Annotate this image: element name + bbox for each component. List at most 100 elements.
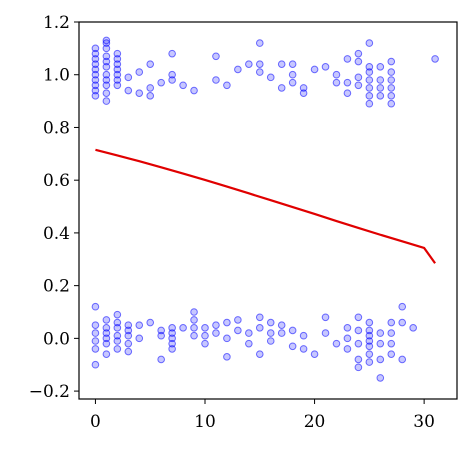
scatter-point bbox=[157, 355, 165, 364]
scatter-point bbox=[277, 321, 286, 329]
axes-frame bbox=[78, 21, 458, 400]
scatter-point bbox=[113, 324, 122, 332]
scatter-point bbox=[277, 329, 286, 337]
scatter-point bbox=[255, 39, 264, 47]
scatter-point bbox=[266, 73, 275, 82]
scatter-point bbox=[91, 76, 100, 84]
scatter-point bbox=[299, 84, 308, 92]
scatter-point bbox=[288, 326, 297, 335]
scatter-point bbox=[354, 73, 363, 82]
scatter-point bbox=[354, 339, 363, 348]
scatter-point bbox=[135, 89, 144, 97]
scatter-point bbox=[234, 65, 242, 74]
scatter-point bbox=[365, 337, 374, 345]
scatter-point bbox=[387, 350, 396, 358]
scatter-point bbox=[102, 36, 111, 45]
scatter-point bbox=[113, 55, 122, 63]
scatter-point bbox=[146, 60, 155, 68]
scatter-point bbox=[288, 342, 297, 351]
scatter-point bbox=[212, 329, 220, 337]
scatter-point bbox=[102, 39, 111, 47]
scatter-point bbox=[354, 326, 363, 335]
scatter-point bbox=[113, 70, 122, 79]
scatter-point bbox=[365, 326, 374, 335]
scatter-point bbox=[387, 57, 396, 66]
scatter-point bbox=[146, 92, 155, 100]
scatter-point bbox=[113, 65, 122, 74]
scatter-point bbox=[102, 76, 111, 84]
scatter-point bbox=[288, 70, 297, 79]
scatter-point bbox=[190, 86, 198, 95]
scatter-point bbox=[91, 70, 100, 79]
scatter-point bbox=[124, 326, 133, 335]
scatter-point bbox=[146, 318, 155, 327]
scatter-point bbox=[365, 331, 374, 340]
scatter-point bbox=[124, 339, 133, 348]
y-tick-label: 0.0 bbox=[43, 329, 70, 349]
y-tick-label: 0.4 bbox=[43, 224, 70, 244]
scatter-point bbox=[245, 339, 253, 348]
scatter-point bbox=[332, 70, 341, 79]
scatter-point bbox=[201, 331, 209, 340]
scatter-point bbox=[398, 302, 407, 311]
scatter-point bbox=[255, 313, 264, 322]
scatter-point bbox=[223, 334, 231, 343]
scatter-point bbox=[113, 345, 122, 353]
scatter-point bbox=[245, 60, 253, 68]
scatter-point bbox=[409, 324, 417, 332]
scatter-point bbox=[343, 55, 352, 63]
y-tick-label: 1.2 bbox=[43, 13, 70, 33]
scatter-point bbox=[387, 339, 396, 348]
scatter-point bbox=[365, 68, 374, 76]
scatter-point bbox=[113, 49, 122, 58]
scatter-point bbox=[365, 358, 374, 366]
scatter-point bbox=[343, 324, 352, 332]
x-tick-label: 10 bbox=[194, 412, 216, 432]
scatter-point bbox=[157, 78, 165, 87]
scatter-point bbox=[299, 89, 308, 97]
scatter-point bbox=[387, 99, 396, 108]
scatter-point bbox=[387, 92, 396, 100]
scatter-point bbox=[102, 350, 111, 358]
scatter-point bbox=[223, 353, 231, 361]
scatter-point bbox=[376, 329, 385, 337]
scatter-point bbox=[299, 345, 308, 353]
scatter-point bbox=[168, 329, 176, 337]
scatter-point bbox=[234, 326, 242, 335]
scatter-point bbox=[113, 337, 122, 345]
scatter-point bbox=[168, 334, 176, 343]
scatter-point bbox=[343, 78, 352, 87]
scatter-point bbox=[212, 52, 220, 61]
scatter-point bbox=[277, 60, 286, 68]
scatter-point bbox=[255, 60, 264, 68]
scatter-point bbox=[354, 363, 363, 372]
scatter-point bbox=[157, 331, 165, 340]
scatter-point bbox=[299, 331, 308, 340]
scatter-point bbox=[102, 97, 111, 105]
scatter-point bbox=[190, 324, 198, 332]
scatter-point bbox=[102, 89, 111, 97]
scatter-point bbox=[102, 339, 111, 348]
scatter-point bbox=[168, 324, 176, 332]
scatter-point bbox=[376, 374, 385, 382]
scatter-point bbox=[255, 350, 264, 358]
scatter-point bbox=[102, 324, 111, 332]
scatter-point bbox=[102, 329, 111, 337]
x-tick-label: 0 bbox=[90, 412, 101, 432]
scatter-point bbox=[179, 324, 187, 332]
scatter-point bbox=[266, 337, 275, 345]
scatter-point bbox=[168, 70, 176, 79]
scatter-point bbox=[91, 345, 100, 353]
scatter-point bbox=[365, 63, 374, 71]
scatter-point bbox=[190, 331, 198, 340]
scatter-point bbox=[91, 302, 100, 311]
scatter-point bbox=[91, 81, 100, 90]
scatter-point bbox=[321, 313, 330, 322]
scatter-point bbox=[332, 339, 341, 348]
scatter-point bbox=[365, 39, 374, 47]
scatter-point bbox=[376, 76, 385, 84]
scatter-point bbox=[91, 329, 100, 337]
scatter-point bbox=[124, 347, 133, 356]
scatter-point bbox=[102, 70, 111, 79]
scatter-point bbox=[135, 334, 144, 343]
